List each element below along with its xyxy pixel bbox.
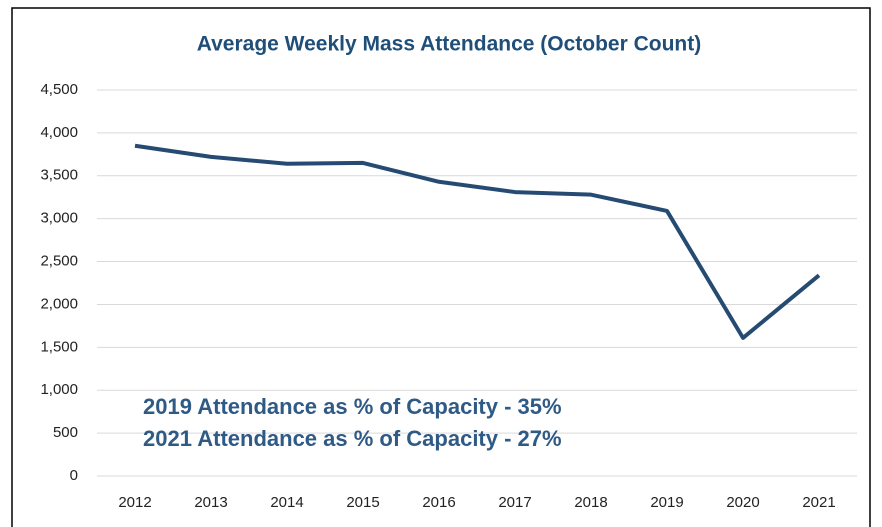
data-line (134, 143, 821, 340)
y-tick-label: 4,500 (40, 81, 78, 98)
x-tick-label: 2021 (802, 494, 835, 511)
y-tick-label: 4,000 (40, 124, 78, 141)
x-tick-label: 2020 (726, 494, 759, 511)
y-tick-label: 3,000 (40, 210, 78, 227)
x-tick-label: 2016 (422, 494, 455, 511)
y-tick-label: 0 (70, 467, 78, 484)
x-tick-label: 2014 (270, 494, 303, 511)
x-tick-label: 2018 (574, 494, 607, 511)
y-tick-label: 3,500 (40, 167, 78, 184)
x-tick-label: 2017 (498, 494, 531, 511)
x-tick-label: 2012 (118, 494, 151, 511)
y-tick-label: 2,000 (40, 295, 78, 312)
y-tick-label: 1,500 (40, 338, 78, 355)
x-tick-label: 2019 (650, 494, 683, 511)
chart-frame (11, 7, 871, 527)
chart-title: Average Weekly Mass Attendance (October … (197, 33, 702, 56)
x-tick-label: 2013 (194, 494, 227, 511)
annotation: 2019 Attendance as % of Capacity - 35% (143, 394, 562, 419)
x-tick-label: 2015 (346, 494, 379, 511)
annotation: 2021 Attendance as % of Capacity - 27% (143, 426, 562, 451)
y-tick-label: 500 (53, 424, 78, 441)
y-tick-label: 2,500 (40, 253, 78, 270)
y-tick-label: 1,000 (40, 381, 78, 398)
